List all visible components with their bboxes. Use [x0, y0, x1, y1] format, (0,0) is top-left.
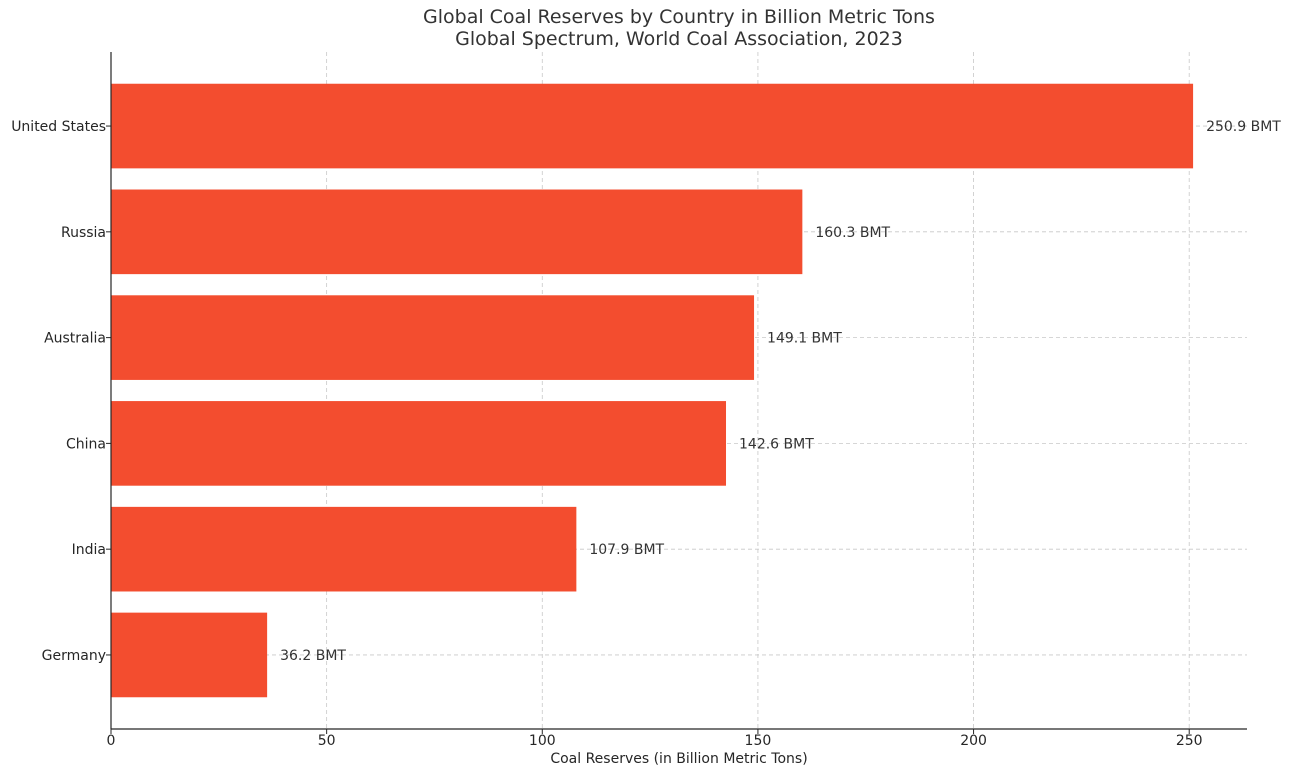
bar — [111, 295, 755, 380]
y-tick-label: Russia — [61, 225, 106, 241]
x-tick-label: 250 — [1176, 733, 1203, 749]
bars — [111, 83, 1194, 698]
bar — [111, 83, 1194, 169]
x-tick-label: 50 — [318, 733, 336, 749]
data-label: 142.6 BMT — [739, 436, 814, 452]
y-tick-label: Australia — [44, 331, 106, 347]
axes — [110, 52, 1247, 730]
bar — [111, 506, 577, 592]
x-tick-label: 150 — [745, 733, 772, 749]
bar — [111, 401, 727, 486]
chart-title-group: Global Coal Reserves by Country in Billi… — [423, 6, 935, 50]
data-labels: 250.9 BMT 160.3 BMT 149.1 BMT 142.6 BMT 107.… — [280, 119, 1281, 664]
y-tick-label: India — [72, 542, 106, 558]
y-tick-label: China — [66, 436, 106, 452]
chart-title: Global Coal Reserves by Country in Billi… — [423, 6, 935, 28]
data-label: 36.2 BMT — [280, 648, 346, 664]
x-tick-label: 0 — [107, 733, 116, 749]
data-label: 149.1 BMT — [767, 331, 842, 347]
data-label: 250.9 BMT — [1206, 119, 1281, 135]
bar — [111, 189, 803, 275]
x-tick-label: 100 — [529, 733, 556, 749]
y-tick-label: United States — [11, 119, 106, 135]
x-axis-ticks: 0 50 100 150 200 250 — [107, 729, 1203, 749]
bar — [111, 612, 268, 698]
x-axis-label: Coal Reserves (in Billion Metric Tons) — [550, 751, 807, 767]
data-label: 160.3 BMT — [815, 225, 890, 241]
data-label: 107.9 BMT — [589, 542, 664, 558]
chart-subtitle: Global Spectrum, World Coal Association,… — [455, 28, 903, 50]
y-tick-label: Germany — [42, 648, 106, 664]
y-axis-ticks: United States Russia Australia China India Ge… — [11, 119, 111, 664]
x-tick-label: 200 — [960, 733, 987, 749]
